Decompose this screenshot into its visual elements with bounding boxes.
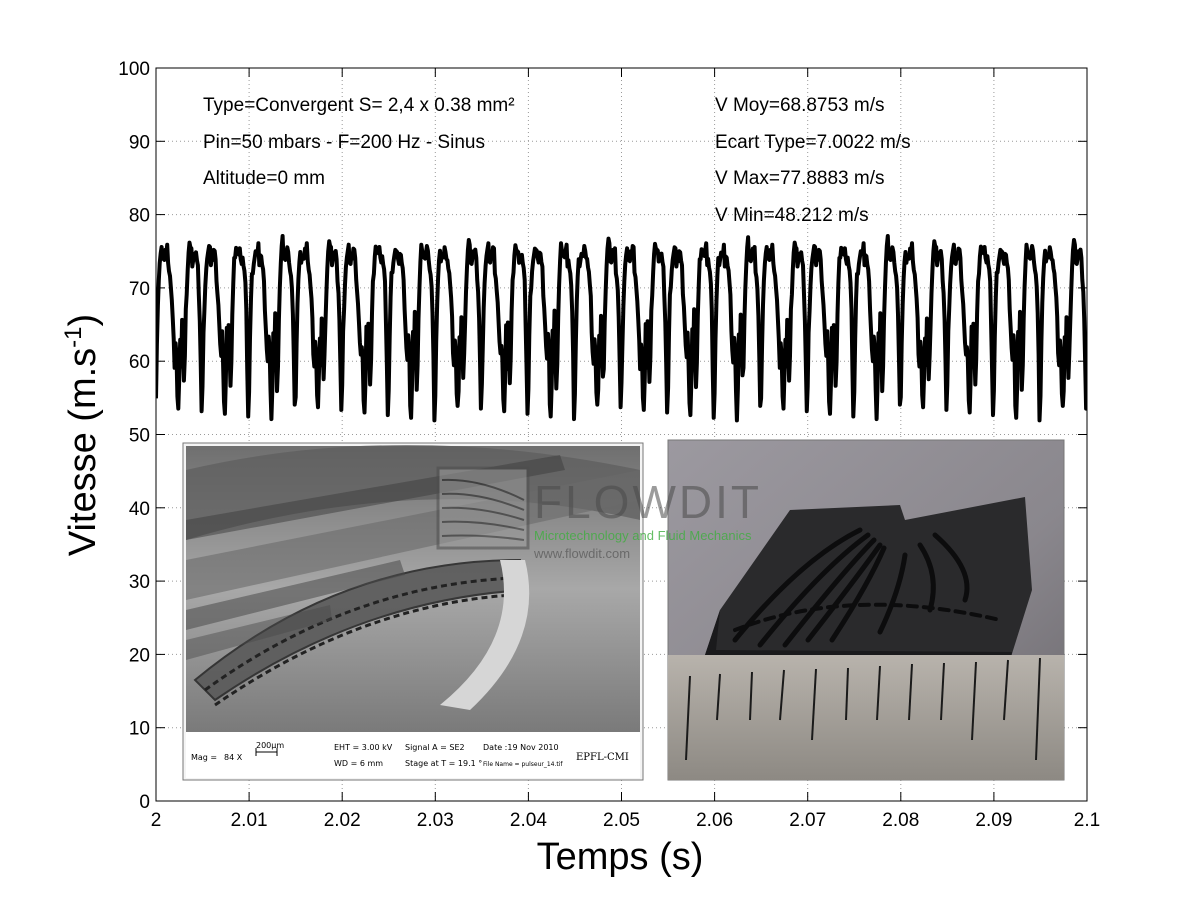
series-layer bbox=[156, 234, 1087, 423]
annotation-altitude: Altitude=0 mm bbox=[203, 168, 325, 189]
x-tick-label: 2.02 bbox=[324, 810, 361, 831]
x-axis-title: Temps (s) bbox=[537, 836, 704, 878]
y-tick-label: 20 bbox=[129, 645, 150, 666]
sem-mag-label: Mag = bbox=[191, 753, 217, 762]
annotation-pin: Pin=50 mbars - F=200 Hz - Sinus bbox=[203, 132, 485, 153]
x-tick-label: 2.04 bbox=[510, 810, 547, 831]
x-tick-label: 2.1 bbox=[1074, 810, 1100, 831]
sem-file: File Name = pulseur_14.tif bbox=[483, 761, 563, 768]
x-tick-label: 2.09 bbox=[975, 810, 1012, 831]
x-tick-label: 2.08 bbox=[882, 810, 919, 831]
annotation-vmax: V Max=77.8883 m/s bbox=[715, 168, 885, 189]
flowdit-logo-icon bbox=[436, 466, 530, 550]
plot-frame bbox=[155, 67, 1088, 802]
sem-stage: Stage at T = 19.1 ° bbox=[405, 759, 482, 768]
y-axis-title-text: Vitesse (m.s bbox=[62, 348, 104, 556]
y-tick-label: 80 bbox=[129, 206, 150, 227]
series-line bbox=[156, 234, 1087, 423]
y-tick-label: 40 bbox=[129, 499, 150, 520]
flowdit-watermark: FLOWDIT Microtechnology and Fluid Mechan… bbox=[436, 466, 762, 561]
annotation-vmoy: V Moy=68.8753 m/s bbox=[715, 95, 885, 116]
sem-mag-value: 84 X bbox=[224, 753, 243, 762]
y-axis-title: Vitesse (m.s-1) bbox=[60, 314, 104, 556]
sem-eht: EHT = 3.00 kV bbox=[334, 743, 393, 752]
sem-wd: WD = 6 mm bbox=[334, 759, 383, 768]
annotation-type: Type=Convergent S= 2,4 x 0.38 mm² bbox=[203, 95, 515, 116]
x-tick-label: 2 bbox=[151, 810, 162, 831]
x-tick-label: 2.07 bbox=[789, 810, 826, 831]
x-tick-label: 2.03 bbox=[417, 810, 454, 831]
flowdit-url: www.flowdit.com bbox=[533, 546, 630, 561]
sem-signal: Signal A = SE2 bbox=[405, 743, 465, 752]
y-tick-label: 90 bbox=[129, 132, 150, 153]
annotation-ecart-type: Ecart Type=7.0022 m/s bbox=[715, 132, 911, 153]
x-tick-label: 2.05 bbox=[603, 810, 640, 831]
y-tick-label: 70 bbox=[129, 279, 150, 300]
device-photo-inset bbox=[667, 439, 1065, 781]
y-axis-title-superscript: -1 bbox=[60, 326, 87, 347]
y-tick-label: 60 bbox=[129, 352, 150, 373]
sem-date: Date :19 Nov 2010 bbox=[483, 743, 559, 752]
y-axis-title-close: ) bbox=[62, 314, 104, 327]
y-tick-label: 50 bbox=[129, 426, 150, 447]
y-tick-label: 0 bbox=[139, 792, 150, 813]
y-tick-label: 10 bbox=[129, 719, 150, 740]
annotation-vmin: V Min=48.212 m/s bbox=[715, 205, 869, 226]
y-tick-label: 30 bbox=[129, 572, 150, 593]
flowdit-brand: FLOWDIT bbox=[534, 476, 762, 528]
axes-layer: 2 2.01 2.02 2.03 2.04 2.05 2.06 2.07 2.08 2.09 2.1… bbox=[118, 59, 1100, 831]
sem-lab: EPFL-CMI bbox=[576, 752, 629, 763]
x-tick-label: 2.01 bbox=[231, 810, 268, 831]
x-tick-label: 2.06 bbox=[696, 810, 733, 831]
sem-scale-label: 200µm bbox=[256, 741, 284, 750]
annotations: Type=Convergent S= 2,4 x 0.38 mm² Pin=50… bbox=[203, 95, 911, 226]
y-tick-label: 100 bbox=[118, 59, 150, 80]
flowdit-tagline: Microtechnology and Fluid Mechanics bbox=[534, 528, 752, 543]
